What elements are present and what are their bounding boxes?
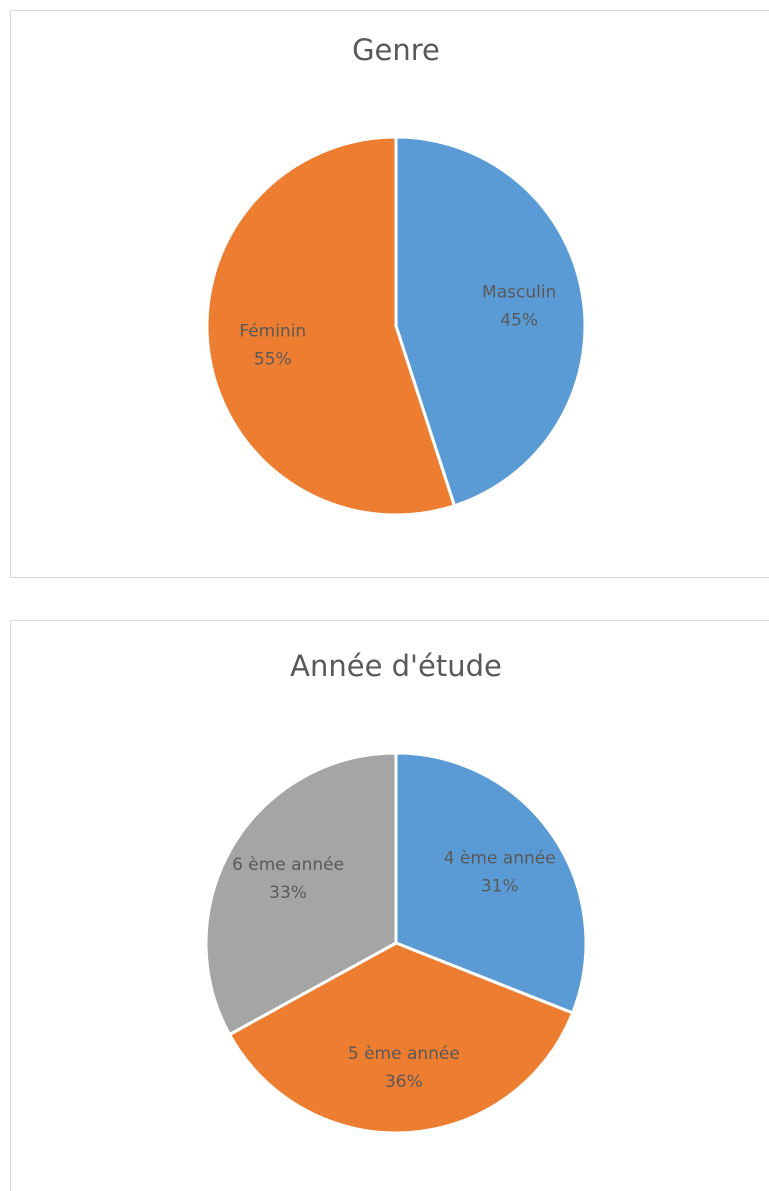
slice-category-label: 4 ème année: [444, 849, 556, 869]
slice-value-label: 33%: [269, 883, 307, 903]
slice-value-label: 36%: [385, 1072, 423, 1092]
pie-slice: [205, 135, 457, 517]
chart-frame: [10, 10, 769, 578]
slice-value-label: 45%: [500, 310, 538, 330]
slice-category-label: 6 ème année: [232, 855, 344, 875]
pie-slice: [394, 135, 587, 508]
chart-frame: [10, 620, 769, 1191]
chart-title: Année d'étude: [290, 649, 502, 683]
slice-category-label: Masculin: [482, 282, 556, 302]
slice-category-label: 5 ème année: [348, 1044, 460, 1064]
slice-value-label: 31%: [481, 877, 519, 897]
pie-slice: [204, 751, 398, 1037]
pie-slice: [394, 751, 588, 1015]
slice-category-label: Féminin: [239, 322, 306, 342]
pie-slice: [227, 941, 575, 1135]
chart-title: Genre: [352, 33, 440, 67]
slice-value-label: 55%: [254, 350, 292, 370]
